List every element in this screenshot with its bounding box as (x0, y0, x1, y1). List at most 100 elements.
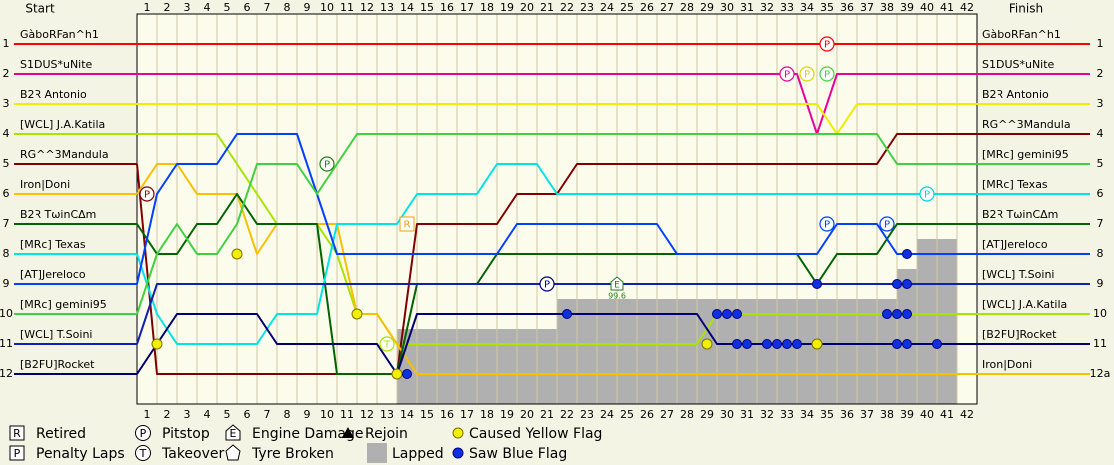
finish-name: S1DUS*uNite (982, 58, 1055, 71)
blue-flag (902, 279, 912, 289)
blue-flag (732, 309, 742, 319)
x-tick-label: 11 (340, 1, 354, 14)
x-tick-label: 20 (520, 408, 534, 421)
x-tick-label: 40 (920, 1, 934, 14)
blue-flag (732, 339, 742, 349)
x-tick-label: 23 (580, 1, 594, 14)
lapped-area (457, 329, 477, 404)
x-tick-label: 2 (164, 408, 171, 421)
x-tick-label: 35 (820, 1, 834, 14)
x-tick-label: 36 (840, 408, 854, 421)
legend-symbol-text: P (14, 447, 21, 460)
x-tick-label: 39 (900, 1, 914, 14)
y2-tick-label: 7 (1097, 217, 1104, 230)
x-tick-label: 31 (740, 408, 754, 421)
legend-symbol (9, 425, 25, 441)
y2-tick-label: 11 (1093, 337, 1107, 350)
marker-symbol: P (924, 190, 930, 201)
blue-flag (902, 309, 912, 319)
x-tick-label: 21 (540, 408, 554, 421)
y-tick-label: 5 (3, 157, 10, 170)
lapped-area (697, 299, 717, 404)
pitstop-marker (379, 336, 395, 352)
lapped-area (497, 329, 517, 404)
start-name: Iron|Doni (20, 178, 70, 191)
x-tick-label: 27 (660, 1, 674, 14)
y-tick-label: 3 (3, 97, 10, 110)
start-name: [MRc] gemini95 (20, 298, 107, 311)
plot-frame (136, 13, 978, 405)
marker-symbol: E (614, 281, 620, 291)
marker-symbol: R (404, 220, 411, 231)
blue-flag (402, 369, 412, 379)
x-tick-label: 38 (880, 408, 894, 421)
x-tick-label: 28 (680, 1, 694, 14)
x-tick-label: 4 (204, 1, 211, 14)
x-tick-label: 25 (620, 408, 634, 421)
lapped-area (577, 299, 597, 404)
marker-symbol: P (544, 280, 550, 291)
start-name: GàboRFan^h1 (20, 28, 99, 41)
lapped-area (737, 299, 757, 404)
position-line (136, 313, 977, 375)
y2-tick-label: 3 (1097, 97, 1104, 110)
marker-symbol: P (324, 160, 330, 171)
x-tick-label: 25 (620, 1, 634, 14)
x-tick-label: 19 (500, 408, 514, 421)
x-tick-label: 31 (740, 1, 754, 14)
x-tick-label: 29 (700, 408, 714, 421)
marker-symbol: P (804, 70, 810, 81)
x-tick-label: 7 (264, 1, 271, 14)
finish-name: [MRc] Texas (982, 178, 1048, 191)
blue-flag (562, 309, 572, 319)
x-tick-label: 12 (360, 408, 374, 421)
x-tick-label: 9 (304, 408, 311, 421)
blue-flag (792, 339, 802, 349)
engine-note: 99.6 (608, 292, 626, 301)
x-tick-label: 26 (640, 408, 654, 421)
y2-tick-label: 12a (1090, 367, 1111, 380)
legend-symbol (135, 445, 151, 461)
x-tick-label: 29 (700, 1, 714, 14)
x-tick-label: 8 (284, 408, 291, 421)
marker-symbol: T (383, 340, 391, 351)
y2-tick-label: 2 (1097, 67, 1104, 80)
x-tick-label: 12 (360, 1, 374, 14)
x-tick-label: 30 (720, 1, 734, 14)
lapped-area (437, 329, 457, 404)
x-tick-label: 15 (420, 408, 434, 421)
pitstop-marker (819, 36, 835, 52)
x-tick-label: 17 (460, 1, 474, 14)
legend-symbol (367, 443, 387, 463)
x-tick-label: 5 (224, 408, 231, 421)
y2-tick-label: 5 (1097, 157, 1104, 170)
lapped-area (597, 299, 617, 404)
x-tick-label: 6 (244, 408, 251, 421)
finish-name: [WCL] J.A.Katila (982, 298, 1067, 311)
finish-name: Iron|Doni (982, 358, 1032, 371)
y-tick-label: 11 (0, 337, 13, 350)
y2-tick-label: 8 (1097, 247, 1104, 260)
pitstop-marker (319, 156, 335, 172)
lapped-area (417, 329, 437, 404)
x-tick-label: 27 (660, 408, 674, 421)
finish-name: B2Ꝛ TωinCΔm (982, 208, 1058, 221)
x-tick-label: 41 (940, 408, 954, 421)
blue-flag (882, 309, 892, 319)
start-name: [WCL] T.Soini (20, 328, 92, 341)
blue-flag (902, 249, 912, 259)
position-line (136, 133, 977, 315)
x-tick-label: 32 (760, 408, 774, 421)
marker-symbol: P (144, 190, 150, 201)
x-tick-label: 10 (320, 408, 334, 421)
pitstop-marker (879, 216, 895, 232)
blue-flag (902, 339, 912, 349)
finish-name: GàboRFan^h1 (982, 28, 1061, 41)
x-tick-label: 1 (144, 1, 151, 14)
x-tick-label: 37 (860, 408, 874, 421)
x-tick-label: 10 (320, 1, 334, 14)
x-tick-label: 24 (600, 408, 614, 421)
legend-symbol-text: T (139, 447, 147, 460)
legend-symbol (452, 427, 464, 439)
